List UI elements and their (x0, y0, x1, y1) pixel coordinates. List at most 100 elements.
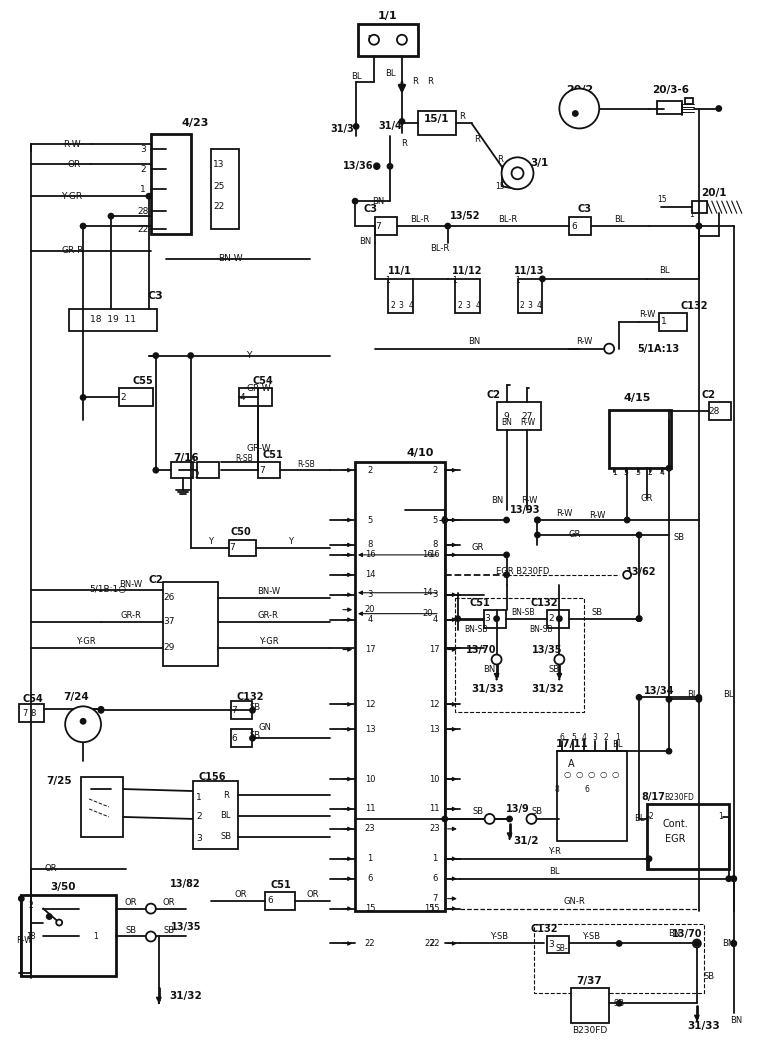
Text: Cont.: Cont. (662, 819, 688, 829)
Text: 2: 2 (604, 733, 608, 742)
Text: 4: 4 (582, 733, 587, 742)
Text: B230FD: B230FD (571, 1025, 607, 1035)
Text: 8: 8 (31, 709, 36, 718)
Bar (266, 891, 296, 909)
Text: 13: 13 (365, 725, 376, 734)
Text: 29: 29 (163, 643, 174, 652)
Text: 1: 1 (718, 812, 723, 821)
Circle shape (511, 167, 524, 180)
Text: 18  19  11: 18 19 11 (90, 316, 136, 324)
Text: 1: 1 (94, 932, 98, 940)
Text: BN: BN (468, 338, 481, 346)
Text: BN-W: BN-W (119, 580, 143, 589)
Text: 2: 2 (140, 165, 146, 173)
Circle shape (527, 814, 536, 823)
Text: BL: BL (614, 214, 624, 224)
Bar (659, 312, 687, 330)
Text: 22: 22 (213, 202, 224, 211)
Text: 11: 11 (429, 805, 440, 813)
Text: GR: GR (641, 493, 654, 503)
Bar (657, 100, 682, 115)
Text: ○: ○ (600, 769, 607, 779)
Circle shape (81, 719, 85, 724)
Circle shape (697, 697, 701, 702)
Circle shape (535, 517, 540, 522)
Text: BL: BL (687, 690, 697, 699)
Text: R: R (223, 790, 229, 799)
Text: 12: 12 (429, 700, 440, 709)
Text: 5: 5 (624, 468, 628, 477)
Text: 20/2: 20/2 (566, 85, 593, 94)
Text: R: R (497, 155, 502, 164)
Text: 6: 6 (571, 222, 578, 231)
Text: 3: 3 (140, 145, 146, 154)
Text: 11/12: 11/12 (452, 265, 482, 276)
Text: 31/33: 31/33 (687, 1021, 720, 1031)
Circle shape (623, 571, 631, 579)
Text: C3: C3 (363, 204, 377, 214)
Text: C50: C50 (230, 527, 251, 537)
Text: SB: SB (674, 533, 684, 542)
Text: OR: OR (306, 890, 319, 899)
Circle shape (502, 158, 534, 189)
Text: BL: BL (723, 690, 734, 699)
Text: 11: 11 (365, 805, 376, 813)
Text: 4: 4 (660, 468, 664, 477)
Text: 2: 2 (647, 468, 652, 477)
Text: C51: C51 (270, 880, 291, 889)
Text: 23: 23 (365, 825, 376, 834)
Bar (239, 389, 273, 407)
Circle shape (445, 224, 450, 229)
Text: 2: 2 (432, 466, 438, 474)
Circle shape (637, 617, 641, 621)
Text: 13: 13 (213, 160, 224, 169)
Circle shape (188, 353, 194, 358)
Text: 14: 14 (422, 588, 433, 598)
Text: 4: 4 (409, 301, 413, 310)
Text: Y-SB: Y-SB (491, 932, 508, 940)
Text: 8: 8 (555, 785, 560, 793)
Bar (455, 279, 480, 312)
Text: 3: 3 (593, 733, 598, 742)
Bar (548, 609, 569, 628)
Text: SB: SB (250, 730, 261, 740)
Bar (355, 462, 445, 910)
Text: R-W: R-W (64, 140, 81, 148)
Text: GR-W: GR-W (246, 444, 271, 452)
Text: SB: SB (220, 833, 231, 841)
Circle shape (697, 695, 701, 700)
Text: C51: C51 (469, 598, 490, 608)
Text: 5: 5 (367, 515, 372, 525)
Circle shape (727, 876, 731, 881)
Text: R: R (412, 77, 418, 86)
Bar (81, 777, 123, 837)
Text: BN: BN (359, 236, 371, 246)
Text: OR: OR (163, 898, 175, 907)
Bar (709, 402, 730, 420)
Text: BL: BL (659, 266, 669, 276)
Bar (230, 701, 253, 719)
Bar (569, 217, 591, 235)
Text: GR-W: GR-W (246, 384, 271, 393)
Circle shape (697, 224, 701, 229)
Text: 5/1B:1○: 5/1B:1○ (89, 585, 126, 595)
Circle shape (47, 914, 51, 919)
Circle shape (147, 193, 151, 199)
Text: SB: SB (532, 808, 543, 816)
Text: BL: BL (385, 69, 396, 78)
Circle shape (697, 224, 701, 229)
Text: R-W: R-W (520, 418, 535, 426)
Bar (170, 462, 193, 479)
Circle shape (108, 213, 114, 218)
Text: 13/93: 13/93 (509, 505, 540, 515)
Text: BN: BN (492, 495, 504, 505)
Text: Y-GR: Y-GR (259, 637, 278, 646)
Text: Y-R: Y-R (548, 847, 561, 856)
Text: SB: SB (164, 926, 174, 935)
Text: R-W: R-W (556, 509, 572, 517)
Bar (229, 540, 257, 556)
Text: C2: C2 (148, 575, 164, 585)
Circle shape (146, 904, 156, 913)
Text: Y-GR: Y-GR (76, 637, 96, 646)
Text: GN-R: GN-R (564, 897, 585, 906)
